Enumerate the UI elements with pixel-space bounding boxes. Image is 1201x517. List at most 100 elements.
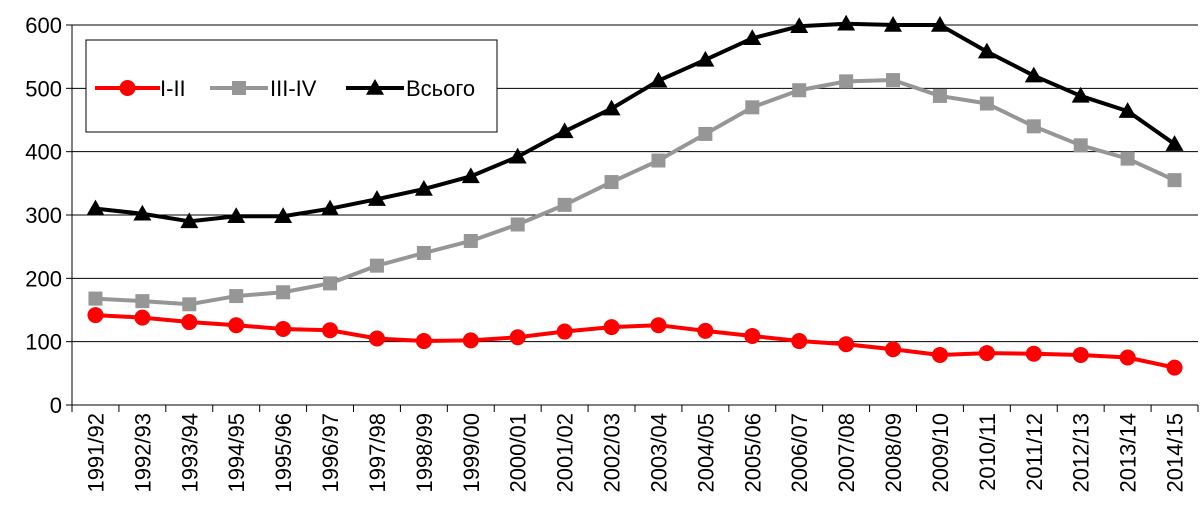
data-point [650,317,667,334]
legend-marker [366,79,384,95]
x-tick-label: 1993/94 [177,413,202,493]
x-tick-label: 1991/92 [83,413,108,493]
data-point [1167,173,1182,188]
data-point [227,207,246,224]
data-point [134,309,151,326]
x-tick-label: 1999/00 [459,413,484,493]
x-tick-label: 1994/95 [224,413,249,493]
legend-marker [232,81,246,95]
data-point [275,321,292,337]
data-point [743,29,762,46]
data-point [322,322,339,339]
x-tick-label: 1998/99 [412,413,437,493]
x-tick-label: 2010/11 [975,413,1000,491]
data-point [791,333,808,350]
data-point [1072,346,1089,363]
data-point [603,319,620,336]
data-point [884,16,903,32]
data-point [462,332,479,349]
data-point [87,307,104,324]
data-point [323,276,338,291]
data-point [744,327,761,344]
data-point [228,317,245,334]
data-point [1071,86,1090,103]
data-point [321,199,340,216]
data-point [368,330,385,347]
data-point [88,291,103,306]
data-point [1166,359,1183,376]
x-tick-label: 2001/02 [553,413,578,493]
data-point [180,212,199,229]
data-point [509,329,526,346]
data-point [369,258,384,273]
data-point [510,217,525,232]
x-axis: 1991/92 1992/93 1993/94 1994/95 1995/96 1996/… [71,404,1199,493]
data-point [133,204,152,221]
x-tick-label: 2009/10 [928,413,953,493]
data-point [463,233,478,248]
data-point [1165,135,1184,151]
data-point [979,96,994,111]
data-point [1073,138,1088,153]
data-point [1118,102,1137,118]
legend-entry: Всього [346,76,475,101]
y-tick-label: 400 [25,140,62,165]
x-tick-label: 2013/14 [1116,413,1141,493]
series-2 [86,14,1184,229]
y-tick-label: 0 [50,393,62,418]
x-tick-label: 2008/09 [881,413,906,493]
x-tick-label: 1996/97 [318,413,343,493]
x-tick-label: 2012/13 [1069,413,1094,493]
data-point [932,88,947,103]
data-point [649,71,668,88]
data-point [274,207,293,224]
data-point [837,14,856,31]
data-point [839,74,854,89]
data-point [792,83,807,98]
series-layer [86,14,1184,376]
data-point [135,294,150,309]
y-axis: 0 100 200 300 400 500 600 [25,13,73,418]
series-line [95,78,1176,307]
data-point [977,42,996,59]
data-point [1024,66,1043,83]
data-point [698,126,713,141]
data-point [415,333,432,350]
legend-label: I-II [160,76,186,101]
data-point [1025,345,1042,362]
data-point [931,346,948,363]
y-tick-label: 300 [25,203,62,228]
data-point [557,197,572,212]
y-tick-label: 600 [25,13,62,38]
x-tick-label: 1995/96 [271,413,296,493]
data-point [367,190,386,206]
data-point [978,345,995,362]
x-tick-label: 2005/06 [740,413,765,493]
series-0 [87,307,1183,376]
series-line [95,21,1176,224]
y-tick-label: 500 [25,76,62,101]
data-point [416,246,431,260]
data-point [930,16,949,32]
data-point [651,153,666,168]
data-point [1026,119,1041,134]
data-point [461,167,480,184]
series-1 [88,73,1182,312]
data-point [276,285,291,300]
legend-entry: I-II [95,76,186,101]
data-point [696,50,715,67]
x-tick-label: 2007/08 [834,413,859,493]
data-point [414,180,433,196]
x-tick-label: 1997/98 [365,413,390,493]
data-point [86,199,105,216]
x-tick-label: 1992/93 [130,413,155,493]
data-point [555,122,574,139]
x-tick-label: 2002/03 [600,413,625,493]
x-tick-label: 2006/07 [787,413,812,493]
data-point [745,100,760,115]
y-tick-label: 100 [25,330,62,355]
data-point [556,323,573,340]
data-point [602,99,621,116]
data-point [885,341,902,358]
